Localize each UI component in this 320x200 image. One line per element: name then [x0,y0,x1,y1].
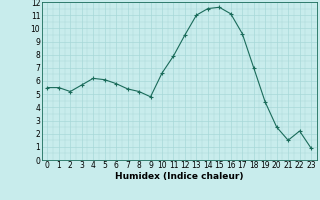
X-axis label: Humidex (Indice chaleur): Humidex (Indice chaleur) [115,172,244,181]
